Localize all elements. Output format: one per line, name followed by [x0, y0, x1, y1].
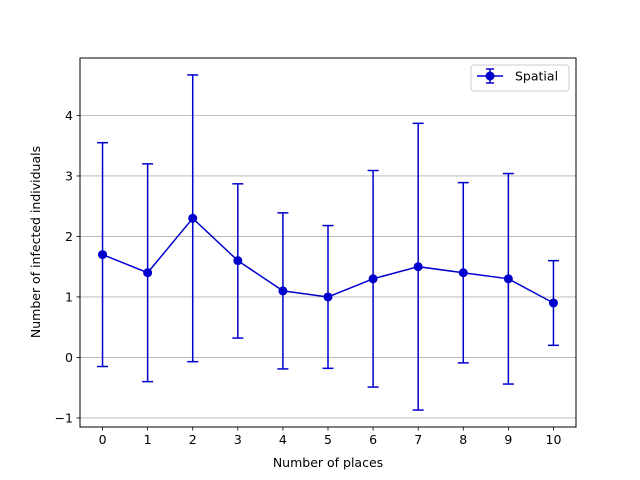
- legend-marker: [485, 71, 495, 81]
- series-spatial: [97, 74, 559, 411]
- x-tick-label: 5: [324, 432, 332, 447]
- legend: Spatial: [470, 64, 570, 92]
- x-tick-label: 3: [234, 432, 242, 447]
- data-point: [98, 250, 108, 260]
- x-tick-label: 6: [369, 432, 377, 447]
- data-point: [503, 274, 513, 284]
- legend-label: Spatial: [515, 69, 558, 84]
- y-tick-label: 2: [65, 229, 73, 244]
- x-axis-label: Number of places: [273, 455, 383, 470]
- y-tick-label: 3: [65, 168, 73, 183]
- y-tick-label: 1: [65, 289, 73, 304]
- x-tick-label: 2: [189, 432, 197, 447]
- x-tick-label: 1: [144, 432, 152, 447]
- x-tick-label: 7: [414, 432, 422, 447]
- data-point: [413, 262, 423, 272]
- y-axis-label: Number of infected individuals: [28, 146, 43, 338]
- legend-box: [470, 64, 570, 92]
- data-point: [188, 213, 198, 223]
- data-point: [458, 268, 468, 278]
- data-point: [143, 268, 153, 278]
- data-point: [548, 298, 558, 308]
- x-axis-ticks: 0 1 2 3 4 5 6 7 8 9 10: [99, 427, 562, 447]
- x-tick-label: 10: [546, 432, 562, 447]
- x-tick-label: 8: [459, 432, 467, 447]
- data-point: [233, 256, 243, 266]
- x-tick-label: 4: [279, 432, 287, 447]
- y-tick-label: 4: [65, 108, 73, 123]
- y-axis-ticks: −1 0 1 2 3 4: [55, 108, 80, 425]
- x-tick-label: 0: [99, 432, 107, 447]
- y-tick-label: 0: [65, 350, 73, 365]
- data-point: [323, 292, 333, 302]
- x-tick-label: 9: [504, 432, 512, 447]
- y-tick-label: −1: [55, 410, 73, 425]
- data-point: [278, 286, 288, 296]
- data-point: [368, 274, 378, 284]
